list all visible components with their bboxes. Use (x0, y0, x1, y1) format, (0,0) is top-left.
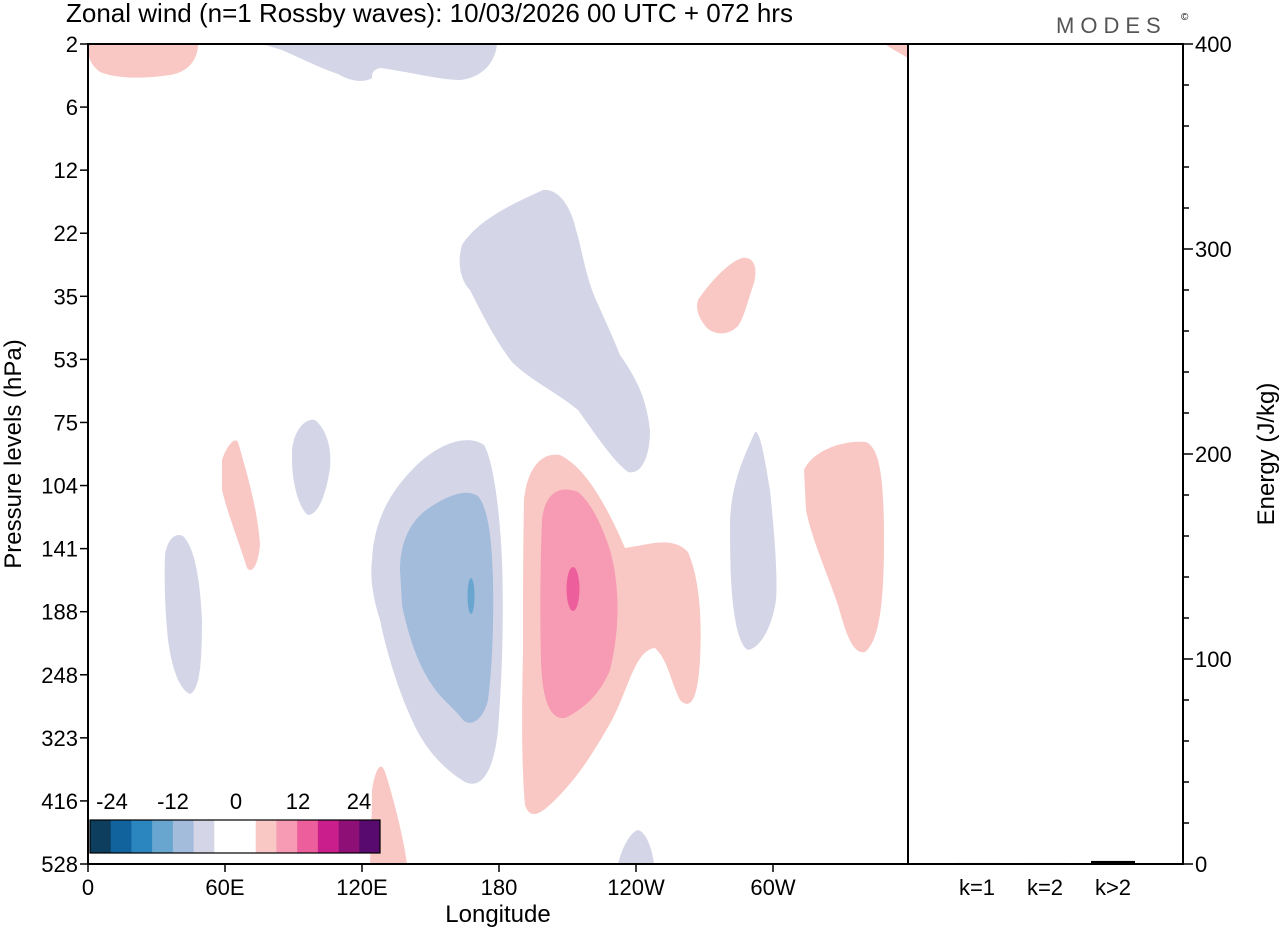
y2-axis-label: Energy (J/kg) (1253, 383, 1280, 526)
contour-positive (804, 441, 884, 653)
x-axis: 0 60E 120E 180 120W 60W (82, 864, 796, 900)
colorbar-frame (89, 819, 381, 854)
energy-bar-label: k=2 (1027, 875, 1063, 900)
colorbar-swatch (131, 820, 153, 853)
contour-positive (697, 257, 756, 334)
contour-negative (730, 431, 777, 650)
positive-light-contours (88, 44, 908, 864)
y-axis-label: Pressure levels (hPa) (0, 339, 27, 568)
colorbar-swatch (235, 820, 257, 853)
y-axis: 2 6 12 22 35 53 75 104 141 188 248 323 416 528 (41, 32, 88, 877)
energy-bar-label: k>2 (1095, 875, 1131, 900)
energy-bar (955, 862, 999, 865)
colorbar-swatch (214, 820, 236, 853)
colorbar-label: -24 (96, 789, 128, 814)
y2-axis: 0 100 200 300 400 (1183, 32, 1232, 877)
x-tick-label: 0 (82, 875, 94, 900)
colorbar-swatch (338, 820, 360, 853)
chart-title: Zonal wind (n=1 Rossby waves): 10/03/202… (66, 0, 793, 28)
x-axis-label: Longitude (445, 901, 550, 928)
contour-positive-medium (540, 489, 618, 719)
energy-bar (1091, 860, 1135, 864)
y-tick-label: 248 (41, 663, 78, 688)
x-tick-label: 120E (336, 875, 387, 900)
colorbar-swatch (172, 820, 194, 853)
colorbar-swatch (90, 820, 112, 853)
x-tick-label: 180 (481, 875, 518, 900)
y-tick-label: 12 (54, 158, 78, 183)
y2-tick-label: 100 (1195, 647, 1232, 672)
contour-positive (222, 440, 260, 570)
colorbar-swatch (317, 820, 339, 853)
y-tick-label: 22 (54, 221, 78, 246)
y-tick-label: 323 (41, 726, 78, 751)
x-tick-label: 120W (607, 875, 665, 900)
colorbar-label: 24 (347, 789, 371, 814)
colorbar-swatch (359, 820, 381, 853)
y2-tick-label: 0 (1195, 852, 1207, 877)
x-tick-label: 60W (750, 875, 795, 900)
y-tick-label: 104 (41, 474, 78, 499)
contour-negative (459, 189, 650, 473)
contour-positive (885, 44, 908, 58)
y-tick-label: 141 (41, 537, 78, 562)
colorbar-swatch (152, 820, 174, 853)
contour-positive (88, 44, 198, 78)
colorbar-swatch (110, 820, 132, 853)
contour-negative (618, 830, 654, 864)
contour-field (88, 44, 908, 864)
colorbar-swatch (276, 820, 298, 853)
y-tick-label: 2 (66, 32, 78, 57)
y2-tick-label: 400 (1195, 32, 1232, 57)
contour-negative-medium (400, 492, 494, 723)
y-tick-label: 6 (66, 95, 78, 120)
contour-negative (292, 419, 331, 515)
energy-bar-label: k=1 (959, 875, 995, 900)
y-tick-label: 35 (54, 284, 78, 309)
energy-bar (1023, 862, 1067, 865)
y-tick-label: 416 (41, 789, 78, 814)
negative-light-contours (164, 44, 777, 864)
colorbar-label: -12 (157, 789, 189, 814)
y2-tick-label: 200 (1195, 442, 1232, 467)
y-tick-label: 53 (54, 347, 78, 372)
y-tick-label: 528 (41, 852, 78, 877)
brand-logo: MODES (1056, 13, 1167, 38)
contour-positive-strong (566, 567, 580, 611)
colorbar-label: 12 (286, 789, 310, 814)
energy-bars: k=1 k=2 k>2 (955, 860, 1135, 900)
x-tick-label: 60E (205, 875, 244, 900)
brand-mark: © (1181, 12, 1189, 23)
colorbar-swatch (255, 820, 277, 853)
colorbar-swatch (193, 820, 215, 853)
contour-negative-strong (467, 578, 475, 614)
colorbar-swatch (297, 820, 319, 853)
main-plot-frame (87, 43, 909, 865)
y-tick-label: 75 (54, 410, 78, 435)
contour-negative (262, 44, 497, 81)
colorbar: -24 -12 0 12 24 (89, 789, 381, 854)
y-tick-label: 188 (41, 600, 78, 625)
energy-panel-frame (907, 43, 1184, 865)
contour-negative (164, 534, 202, 694)
y2-tick-label: 300 (1195, 237, 1232, 262)
colorbar-label: 0 (230, 789, 242, 814)
